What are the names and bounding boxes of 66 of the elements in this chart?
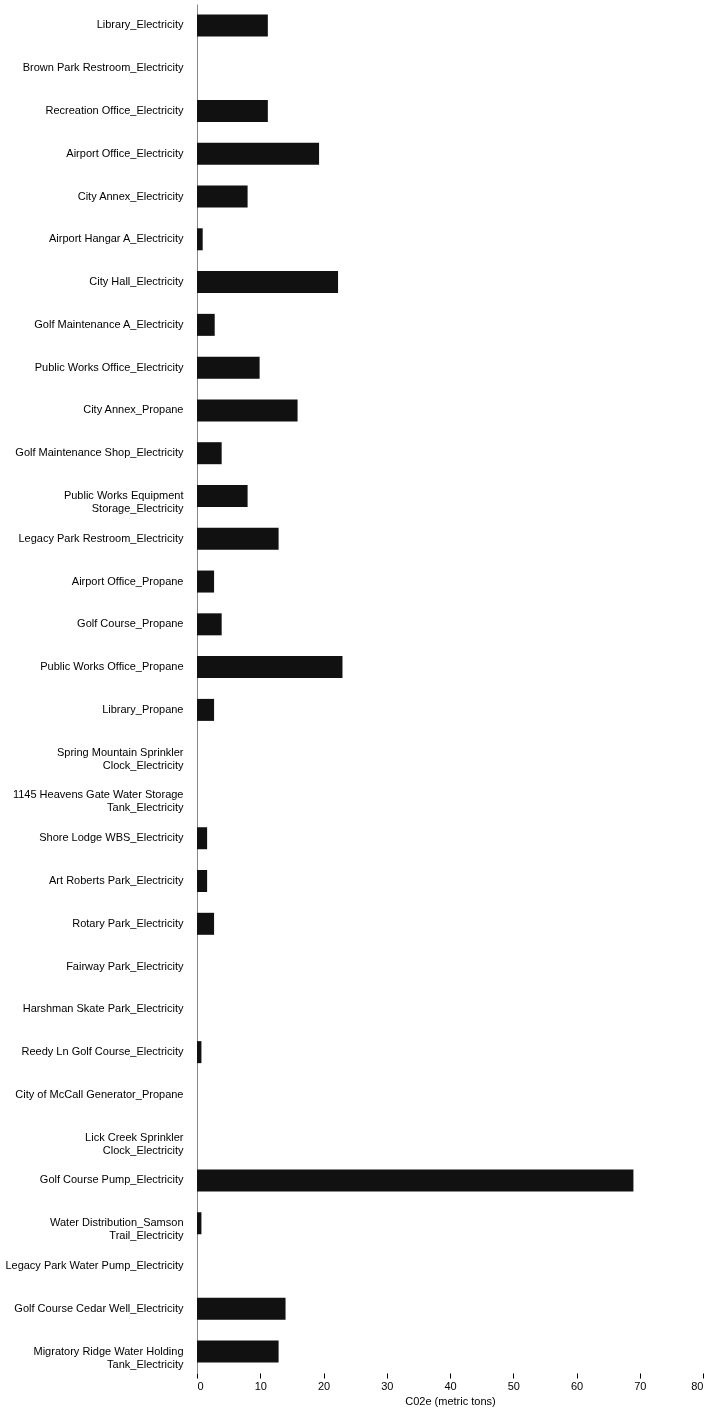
x-tick-label: 50 [507,1379,520,1392]
y-tick-label: Harshman Skate Park_Electricity [22,1002,184,1015]
y-tick-label: Public Works Office_Propane [40,660,184,673]
y-tick-label: Legacy Park Water Pump_Electricity [5,1259,184,1272]
y-tick-label: City Hall_Electricity [89,275,184,288]
y-tick-label: Legacy Park Restroom_Electricity [18,531,184,544]
y-tick-label: Reedy Ln Golf Course_Electricity [21,1045,184,1058]
bar [197,570,215,593]
bar [197,656,343,679]
y-tick-label: Lick Creek Sprinkler Clock_Electricity [85,1130,184,1156]
bar [197,1212,202,1235]
x-tick-label: 60 [570,1379,584,1392]
y-tick-label: Golf Course_Propane [77,617,184,630]
y-tick-label: Water Distribution_Samson Trail_Electricity [50,1216,184,1242]
bar [197,99,268,122]
y-tick-label: Migratory Ridge Water Holding Tank_Electricity [33,1344,184,1370]
y-tick-label: Airport Office_Propane [71,574,184,587]
x-tick-label: 80 [691,1379,704,1392]
bar [197,228,203,251]
y-tick-label: City of McCall Generator_Propane [15,1087,184,1100]
x-tick-label: 10 [254,1379,267,1392]
y-tick-label: Public Works Office_Electricity [34,360,184,373]
y-tick-label: Rotary Park_Electricity [72,916,184,929]
bar [197,1041,202,1064]
bar [197,613,222,636]
y-tick-label: Golf Maintenance A_Electricity [34,317,184,330]
bar [197,442,222,465]
y-tick-label: Golf Course Cedar Well_Electricity [14,1301,184,1314]
bar [197,399,298,422]
y-tick-label: Recreation Office_Electricity [45,103,184,116]
y-tick-label: Golf Course Pump_Electricity [39,1173,184,1186]
bar [197,185,248,208]
y-tick-label: Fairway Park_Electricity [66,959,184,972]
bar [197,827,208,850]
y-tick-label: Airport Hangar A_Electricity [49,232,184,245]
y-tick-label: City Annex_Electricity [77,189,184,202]
bar [197,484,248,507]
y-tick-label: Golf Maintenance Shop_Electricity [15,446,184,459]
y-tick-label: City Annex_Propane [83,403,184,416]
y-tick-label: Art Roberts Park_Electricity [49,874,184,887]
y-tick-label: Library_Electricity [96,18,184,31]
bar [197,870,208,893]
x-tick-label: 70 [634,1379,647,1392]
bar [197,1169,634,1192]
x-axis-title: C02e (metric tons) [405,1394,496,1407]
bar [197,527,279,550]
y-tick-label: Spring Mountain Sprinkler Clock_Electricity [56,745,184,771]
y-tick-label: Brown Park Restroom_Electricity [22,61,184,74]
x-tick-label: 40 [444,1379,457,1392]
bar [197,356,260,379]
y-tick-label: Airport Office_Electricity [66,146,184,159]
y-tick-label: Library_Propane [102,702,184,715]
bar [197,14,268,37]
bar [197,912,215,935]
bar [197,698,215,721]
bar [197,271,339,294]
x-tick-label: 30 [381,1379,394,1392]
y-tick-label: Public Works Equipment Storage_Electricity [63,488,184,514]
bar [197,1340,279,1363]
x-tick-label: 20 [317,1379,331,1392]
bar [197,1297,286,1320]
bar [197,142,320,165]
y-tick-label: 1145 Heavens Gate Water Storage Tank_Electricity [12,788,184,814]
bar [197,313,215,336]
y-tick-label: Shore Lodge WBS_Electricity [39,831,184,844]
x-tick-label: 0 [197,1379,204,1392]
